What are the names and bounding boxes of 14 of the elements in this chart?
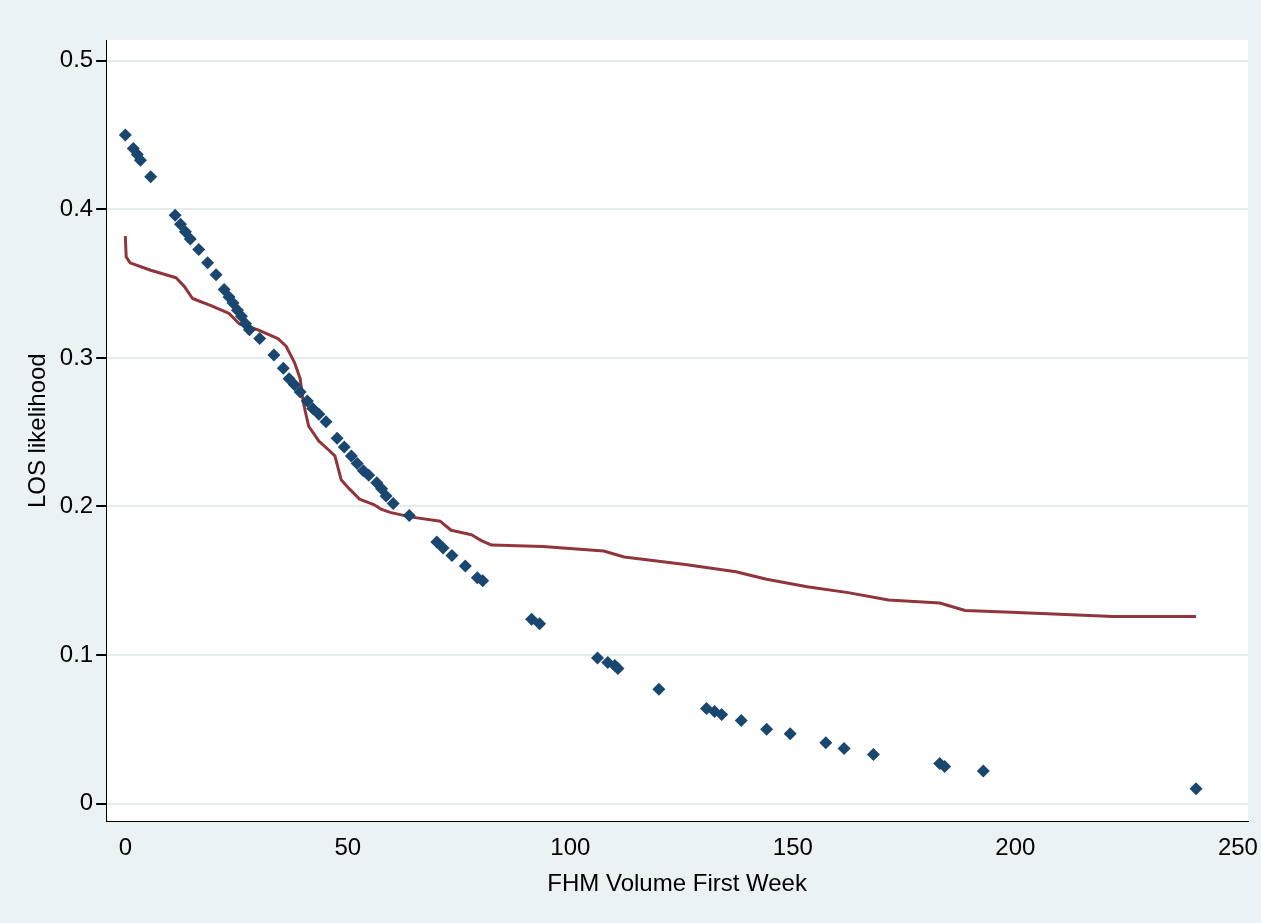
y-tick-label: 0.1 [59, 639, 94, 667]
y-tick-label: 0.4 [59, 193, 94, 221]
x-axis-title: FHM Volume First Week [547, 869, 808, 897]
y-tick-label: 0.5 [59, 45, 94, 73]
x-tick-label: 250 [1217, 833, 1258, 861]
y-axis-title: LOS likelihood [23, 353, 51, 509]
x-tick-label: 0 [118, 833, 132, 861]
x-tick-label: 150 [772, 833, 813, 861]
y-tick-label: 0.3 [59, 342, 94, 370]
y-tick-label: 0 [79, 788, 94, 816]
x-tick-label: 100 [550, 833, 591, 861]
x-tick-label: 50 [334, 833, 362, 861]
x-tick-label: 200 [995, 833, 1036, 861]
y-tick-label: 0.2 [59, 491, 94, 519]
